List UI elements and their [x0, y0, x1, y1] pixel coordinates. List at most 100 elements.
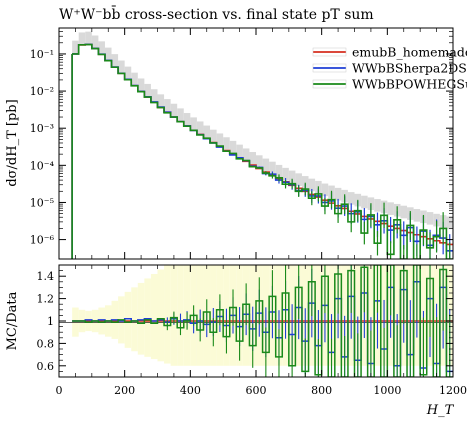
main-y-axis: 10⁻¹ 10⁻² 10⁻³ 10⁻⁴ 10⁻⁵ 10⁻⁶: [30, 27, 453, 247]
ratio-x-axis: 0 200 400 600 800 1000 1200: [56, 265, 467, 397]
ratio-y-tick-label: 0.6: [37, 360, 55, 373]
ratio-band-bin: [144, 278, 151, 357]
ratio-band-bin: [124, 291, 132, 348]
reference-band-bin: [131, 72, 138, 86]
main-y-tick-label: 10⁻⁶: [30, 234, 55, 247]
reference-band-bin: [229, 140, 237, 154]
ratio-y-axis: 0.6 0.8 1 1.2 1.4: [37, 270, 453, 373]
series-WWbBPOWHEGSubtraction: [71, 43, 453, 259]
reference-band-bin: [78, 32, 86, 46]
reference-band-bin: [177, 108, 184, 121]
reference-band-bin: [295, 173, 302, 186]
x-tick-label: 400: [180, 384, 201, 397]
ratio-line: [72, 265, 453, 377]
ratio-y-tick-label: 1.4: [37, 270, 55, 283]
reference-band-bin: [400, 205, 408, 219]
reference-band-bin: [256, 155, 263, 168]
ratio-band-bin: [150, 273, 158, 360]
reference-band-bin: [223, 137, 230, 150]
reference-band-bin: [111, 54, 119, 67]
ratio-band-bin: [131, 287, 138, 352]
main-y-tick-label: 10⁻²: [30, 85, 54, 98]
ratio-y-tick-label: 1.2: [37, 293, 55, 306]
legend-item: WWbBPOWHEGSubtraction: [312, 77, 467, 92]
legend-swatch-box: [312, 79, 347, 89]
reference-band-bin: [104, 47, 112, 61]
reference-band-bin: [347, 192, 355, 205]
main-x-ticks: [58, 28, 454, 259]
legend-label: WWbBSherpa2DSubtraction: [352, 61, 467, 76]
reference-band-bin: [446, 216, 453, 230]
reference-band-bin: [118, 60, 125, 74]
reference-band-bin: [98, 41, 105, 54]
ratio-band-bin: [367, 265, 375, 366]
ratio-band-bin: [341, 265, 348, 366]
reference-band-bin: [249, 152, 256, 165]
reference-band-bin: [301, 176, 309, 189]
main-y-tick-label: 10⁻³: [30, 122, 54, 135]
ratio-series-group: [72, 265, 453, 377]
main-y-tick-label: 10⁻⁵: [30, 196, 54, 209]
reference-band-bin: [91, 35, 99, 49]
reference-band-bin: [288, 170, 296, 184]
x-tick-label: 800: [311, 384, 332, 397]
reference-band-bin: [242, 148, 250, 162]
legend-item: WWbBSherpa2DSubtraction: [312, 61, 467, 76]
ratio-band-bin: [354, 265, 362, 366]
main-y-tick-label: 10⁻⁴: [30, 159, 55, 172]
series-line: [72, 43, 453, 259]
legend-swatch-box: [312, 47, 347, 57]
legend-swatch-box: [312, 63, 347, 73]
x-axis-label: H_T: [426, 403, 455, 418]
ratio-band-bin: [157, 269, 165, 362]
reference-band-bin: [85, 31, 92, 45]
reference-band-bin: [387, 202, 394, 215]
ratio-y-tick-label: 0.8: [37, 337, 55, 350]
reference-band-bin: [426, 212, 434, 225]
reference-band-bin: [150, 89, 158, 102]
reference-band-bin: [308, 178, 316, 192]
reference-band-bin: [216, 133, 224, 147]
reference-band-bin: [196, 121, 204, 135]
reference-band-bin: [137, 78, 145, 92]
x-tick-label: 600: [246, 384, 267, 397]
ratio-band-bin: [137, 282, 145, 355]
reference-band-bin: [203, 125, 211, 139]
x-tick-label: 1200: [439, 384, 467, 397]
x-tick-label: 200: [114, 384, 135, 397]
ratio-series-WWbBPOWHEGSubtraction: [72, 265, 453, 377]
reference-band-bin: [269, 161, 276, 175]
ratio-panel: 0.6 0.8 1 1.2 1.4 0 200 400 600 800 1000 1200 MC/D…: [5, 264, 467, 418]
legend-label: WWbBPOWHEGSubtraction: [352, 77, 467, 92]
x-tick-label: 0: [56, 384, 63, 397]
reference-band-bin: [124, 66, 132, 80]
reference-band-bin: [164, 99, 171, 112]
reference-band-bin: [275, 164, 283, 178]
main-y-axis-label: dσ/dH_T [pb]: [5, 99, 20, 186]
main-series-group: [71, 43, 453, 259]
main-y-tick-label: 10⁻¹: [30, 48, 54, 61]
reference-band-bin: [361, 195, 368, 209]
reference-band-bin: [72, 40, 79, 54]
legend: emubB_homemadeWWbBSherpa2DSubtractionWWb…: [312, 45, 467, 92]
reference-band-bin: [282, 167, 289, 181]
reference-band-bin: [236, 144, 243, 158]
reference-band-bin: [321, 183, 329, 197]
x-tick-label: 1000: [373, 384, 401, 397]
reference-band-bin: [157, 94, 165, 107]
ratio-y-tick-label: 1: [47, 315, 54, 328]
reference-band-bin: [374, 199, 381, 212]
reference-band-bin: [190, 117, 197, 130]
ratio-y-axis-label: MC/Data: [5, 291, 20, 350]
reference-band-bin: [144, 83, 151, 97]
reference-band-bin: [183, 113, 191, 126]
ratio-band-bin: [164, 265, 171, 364]
legend-item: emubB_homemade: [312, 45, 467, 60]
main-panel: 10⁻¹ 10⁻² 10⁻³ 10⁻⁴ 10⁻⁵ 10⁻⁶ dσ/dH_T [pb] em…: [5, 27, 467, 260]
reference-band-bin: [262, 158, 270, 172]
reference-band-bin: [210, 129, 217, 143]
reference-band-bin: [334, 187, 342, 201]
reference-band-bin: [170, 103, 178, 117]
ratio-band-bin: [72, 307, 79, 337]
